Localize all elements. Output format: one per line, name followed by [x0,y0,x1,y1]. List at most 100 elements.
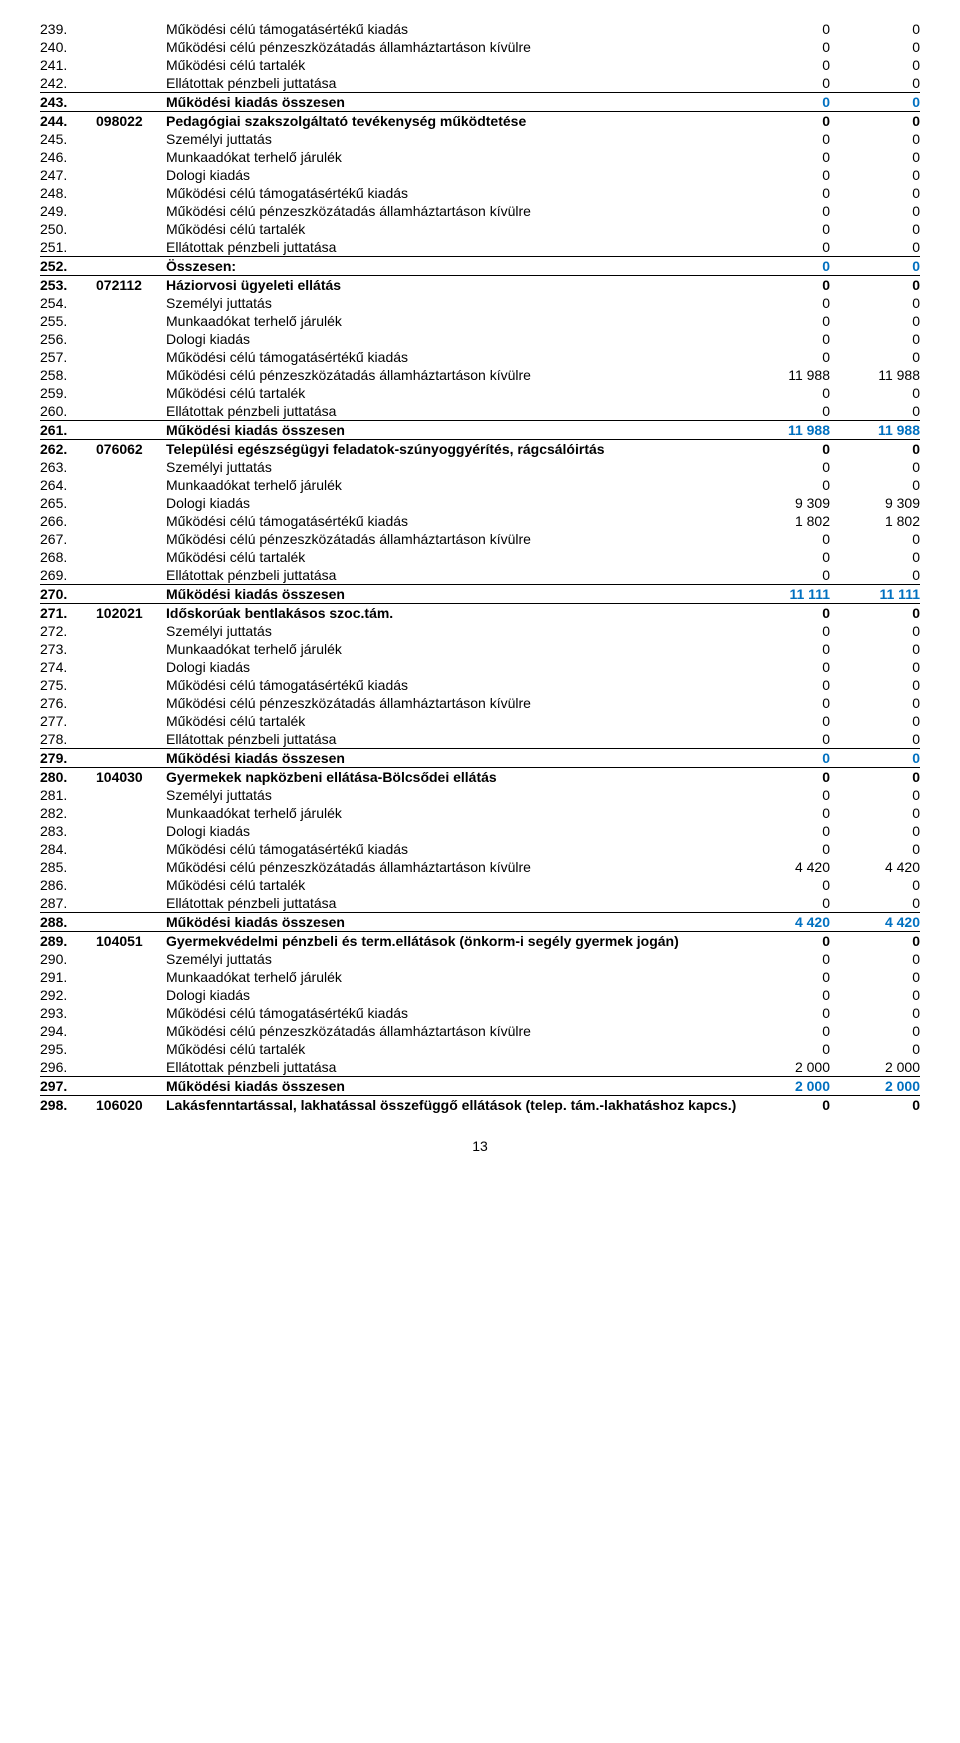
row-code [96,730,166,749]
row-value-2: 0 [830,166,920,184]
table-row: 282.Munkaadókat terhelő járulék00 [40,804,920,822]
row-number: 287. [40,894,96,913]
row-number: 292. [40,986,96,1004]
row-value-1: 0 [740,74,830,93]
table-row: 264.Munkaadókat terhelő járulék00 [40,476,920,494]
row-code [96,1022,166,1040]
row-value-1: 0 [740,56,830,74]
table-row: 288.Működési kiadás összesen4 4204 420 [40,913,920,932]
row-number: 243. [40,93,96,112]
row-value-1: 0 [740,458,830,476]
row-label: Dologi kiadás [166,494,740,512]
row-code [96,330,166,348]
row-value-2: 0 [830,876,920,894]
table-row: 262.076062Települési egészségügyi felada… [40,440,920,459]
row-code [96,220,166,238]
row-value-2: 0 [830,1040,920,1058]
row-label: Személyi juttatás [166,294,740,312]
row-label: Dologi kiadás [166,166,740,184]
row-value-1: 0 [740,330,830,348]
table-row: 257.Működési célú támogatásértékű kiadás… [40,348,920,366]
row-value-1: 0 [740,1004,830,1022]
row-label: Személyi juttatás [166,950,740,968]
row-code: 106020 [96,1096,166,1115]
row-label: Személyi juttatás [166,130,740,148]
row-label: Működési célú tartalék [166,876,740,894]
row-value-1: 1 802 [740,512,830,530]
table-row: 256.Dologi kiadás00 [40,330,920,348]
row-value-1: 11 988 [740,366,830,384]
row-code [96,421,166,440]
table-row: 291.Munkaadókat terhelő járulék00 [40,968,920,986]
row-number: 250. [40,220,96,238]
row-code [96,184,166,202]
row-code [96,822,166,840]
row-code [96,968,166,986]
row-number: 242. [40,74,96,93]
row-number: 241. [40,56,96,74]
row-number: 282. [40,804,96,822]
row-code [96,840,166,858]
row-label: Ellátottak pénzbeli juttatása [166,566,740,585]
row-label: Működési célú tartalék [166,712,740,730]
row-number: 259. [40,384,96,402]
row-label: Személyi juttatás [166,786,740,804]
row-number: 251. [40,238,96,257]
row-value-2: 0 [830,476,920,494]
row-number: 247. [40,166,96,184]
row-code [96,749,166,768]
row-value-2: 0 [830,1096,920,1115]
table-row: 251.Ellátottak pénzbeli juttatása00 [40,238,920,257]
table-row: 279.Működési kiadás összesen00 [40,749,920,768]
table-row: 242.Ellátottak pénzbeli juttatása00 [40,74,920,93]
table-row: 259.Működési célú tartalék00 [40,384,920,402]
row-value-2: 0 [830,749,920,768]
row-value-2: 0 [830,566,920,585]
row-value-1: 0 [740,530,830,548]
row-number: 244. [40,112,96,131]
row-code [96,530,166,548]
row-label: Működési célú támogatásértékű kiadás [166,512,740,530]
row-label: Munkaadókat terhelő járulék [166,148,740,166]
row-number: 248. [40,184,96,202]
row-label: Pedagógiai szakszolgáltató tevékenység m… [166,112,740,131]
row-value-1: 0 [740,130,830,148]
row-code [96,148,166,166]
row-number: 278. [40,730,96,749]
row-value-2: 4 420 [830,913,920,932]
row-value-1: 4 420 [740,913,830,932]
row-code [96,458,166,476]
row-label: Munkaadókat terhelő járulék [166,312,740,330]
row-code [96,348,166,366]
row-value-2: 0 [830,384,920,402]
row-code: 076062 [96,440,166,459]
row-value-2: 0 [830,604,920,623]
row-label: Működési célú tartalék [166,1040,740,1058]
table-row: 296.Ellátottak pénzbeli juttatása2 0002 … [40,1058,920,1077]
row-code [96,566,166,585]
row-value-2: 0 [830,220,920,238]
row-value-2: 4 420 [830,858,920,876]
row-value-2: 0 [830,548,920,566]
row-value-1: 4 420 [740,858,830,876]
table-row: 269.Ellátottak pénzbeli juttatása00 [40,566,920,585]
row-value-1: 0 [740,822,830,840]
row-code [96,1004,166,1022]
row-code [96,384,166,402]
row-number: 293. [40,1004,96,1022]
row-number: 290. [40,950,96,968]
table-row: 289.104051Gyermekvédelmi pénzbeli és ter… [40,932,920,951]
row-label: Háziorvosi ügyeleti ellátás [166,276,740,295]
row-label: Működési célú támogatásértékű kiadás [166,348,740,366]
row-value-2: 0 [830,74,920,93]
row-label: Működési kiadás összesen [166,913,740,932]
row-label: Ellátottak pénzbeli juttatása [166,402,740,421]
row-label: Dologi kiadás [166,822,740,840]
row-value-2: 0 [830,530,920,548]
row-value-1: 0 [740,93,830,112]
table-row: 248.Működési célú támogatásértékű kiadás… [40,184,920,202]
row-number: 275. [40,676,96,694]
row-value-2: 0 [830,184,920,202]
row-label: Munkaadókat terhelő járulék [166,804,740,822]
table-row: 250.Működési célú tartalék00 [40,220,920,238]
